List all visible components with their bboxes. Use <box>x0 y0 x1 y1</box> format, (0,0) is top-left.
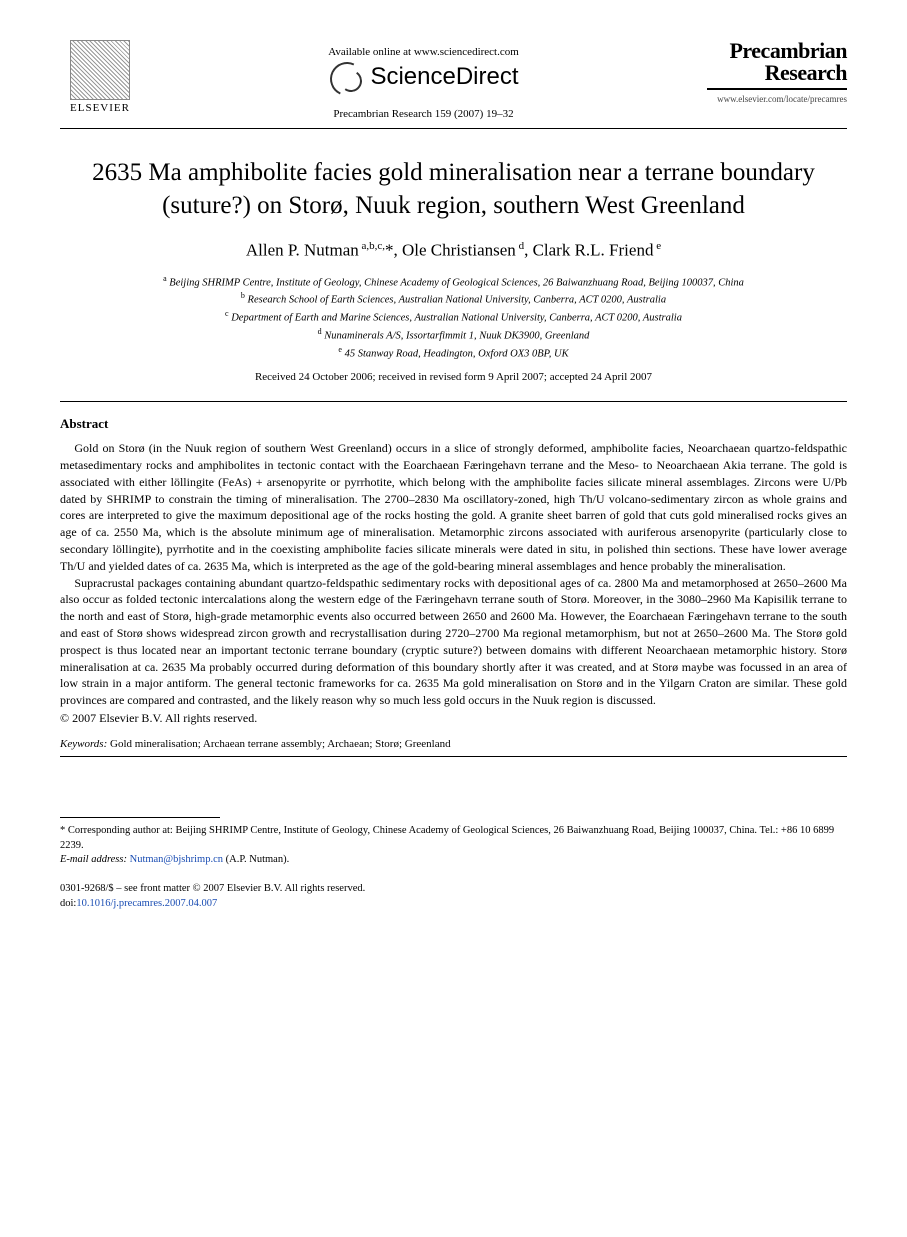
abstract-heading: Abstract <box>60 416 847 432</box>
abstract-para-1: Gold on Storø (in the Nuuk region of sou… <box>60 440 847 574</box>
affiliation-c: c Department of Earth and Marine Science… <box>60 308 847 326</box>
affiliations-block: a Beijing SHRIMP Centre, Institute of Ge… <box>60 273 847 362</box>
doi-line: doi:10.1016/j.precamres.2007.04.007 <box>60 897 847 912</box>
author-2: Ole Christiansen <box>402 241 516 260</box>
abstract-body: Gold on Storø (in the Nuuk region of sou… <box>60 440 847 709</box>
header-center: Available online at www.sciencedirect.co… <box>140 40 707 120</box>
doi-label: doi: <box>60 898 76 909</box>
abstract-para-2: Supracrustal packages containing abundan… <box>60 575 847 709</box>
journal-title-block: Precambrian Research www.elsevier.com/lo… <box>707 40 847 104</box>
article-history: Received 24 October 2006; received in re… <box>60 371 847 383</box>
affiliation-a: a Beijing SHRIMP Centre, Institute of Ge… <box>60 273 847 291</box>
author-1-affil: a,b,c, <box>359 240 385 252</box>
corresponding-author-footnote: * Corresponding author at: Beijing SHRIM… <box>60 824 847 853</box>
abstract-top-rule <box>60 401 847 402</box>
email-tail: (A.P. Nutman). <box>223 854 289 865</box>
journal-name-line2: Research <box>707 62 847 84</box>
author-3-affil: e <box>653 240 661 252</box>
keywords-label: Keywords: <box>60 738 107 750</box>
affiliation-b-text: Research School of Earth Sciences, Austr… <box>248 295 667 306</box>
author-3: Clark R.L. Friend <box>533 241 654 260</box>
affiliation-d-text: Nunaminerals A/S, Issortarfimmit 1, Nuuk… <box>324 330 589 341</box>
front-matter-line: 0301-9268/$ – see front matter © 2007 El… <box>60 882 847 897</box>
elsevier-label: ELSEVIER <box>70 102 130 114</box>
affiliation-e: e 45 Stanway Road, Headington, Oxford OX… <box>60 344 847 362</box>
affiliation-e-text: 45 Stanway Road, Headington, Oxford OX3 … <box>345 348 569 359</box>
sciencedirect-text: ScienceDirect <box>370 63 518 91</box>
affiliation-c-text: Department of Earth and Marine Sciences,… <box>231 313 682 324</box>
journal-name-line1: Precambrian <box>707 40 847 62</box>
author-2-affil: d <box>516 240 524 252</box>
front-matter-block: 0301-9268/$ – see front matter © 2007 El… <box>60 882 847 911</box>
email-link[interactable]: Nutman@bjshrimp.cn <box>130 854 223 865</box>
doi-link[interactable]: 10.1016/j.precamres.2007.04.007 <box>76 898 217 909</box>
keywords-text: Gold mineralisation; Archaean terrane as… <box>107 738 450 750</box>
article-title: 2635 Ma amphibolite facies gold minerali… <box>60 157 847 222</box>
affiliation-d: d Nunaminerals A/S, Issortarfimmit 1, Nu… <box>60 326 847 344</box>
footnote-separator <box>60 817 220 818</box>
header-rule <box>60 128 847 129</box>
journal-underline <box>707 88 847 90</box>
elsevier-logo-block: ELSEVIER <box>60 40 140 114</box>
keywords-bottom-rule <box>60 756 847 757</box>
sciencedirect-swoosh-icon <box>328 62 364 92</box>
available-online-text: Available online at www.sciencedirect.co… <box>328 46 519 58</box>
sciencedirect-logo: ScienceDirect <box>328 62 518 92</box>
email-footnote: E-mail address: Nutman@bjshrimp.cn (A.P.… <box>60 853 847 868</box>
journal-url: www.elsevier.com/locate/precamres <box>707 94 847 104</box>
email-label: E-mail address: <box>60 854 127 865</box>
affiliation-b: b Research School of Earth Sciences, Aus… <box>60 290 847 308</box>
footnotes-block: * Corresponding author at: Beijing SHRIM… <box>60 824 847 868</box>
page-header: ELSEVIER Available online at www.science… <box>60 40 847 120</box>
corresponding-star: * <box>385 241 394 260</box>
author-1: Allen P. Nutman <box>246 241 359 260</box>
elsevier-tree-icon <box>70 40 130 100</box>
keywords-line: Keywords: Gold mineralisation; Archaean … <box>60 738 847 750</box>
journal-reference: Precambrian Research 159 (2007) 19–32 <box>333 108 513 120</box>
copyright-line: © 2007 Elsevier B.V. All rights reserved… <box>60 711 847 726</box>
authors-line: Allen P. Nutman a,b,c,*, Ole Christianse… <box>60 240 847 261</box>
affiliation-a-text: Beijing SHRIMP Centre, Institute of Geol… <box>169 277 744 288</box>
